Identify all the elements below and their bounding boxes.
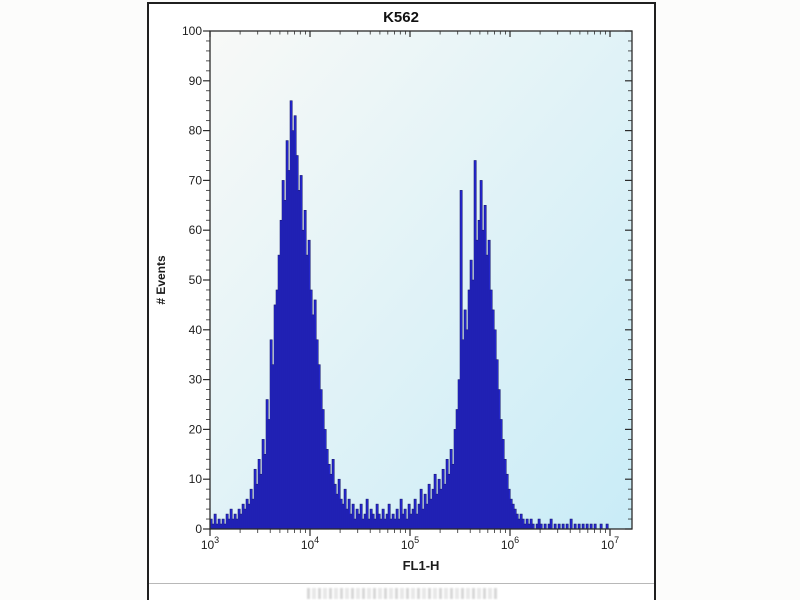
histogram-bin [581, 523, 585, 530]
histogram-bin [599, 523, 603, 530]
y-tick-label: 40 [189, 323, 203, 337]
y-tick-label: 100 [182, 24, 202, 38]
y-tick-label: 30 [189, 373, 203, 387]
histogram-bin [549, 518, 553, 530]
histogram-bin [577, 523, 581, 530]
histogram-bin [543, 523, 547, 530]
y-tick-label: 50 [189, 273, 203, 287]
y-tick-label: 90 [189, 74, 203, 88]
chart-generated-layer: 0 10 20 30 40 50 60 70 80 90 100 103 104 105 106 107 [182, 24, 633, 552]
y-axis-label: # Events [154, 255, 168, 305]
histogram-bin [531, 523, 535, 530]
histogram-bin [565, 523, 569, 530]
y-tick-label: 10 [189, 472, 203, 486]
watermark-illegible-text [307, 588, 499, 599]
y-tick-label: 20 [189, 422, 203, 436]
x-tick-label: 107 [601, 535, 619, 552]
x-axis-label: FL1-H [403, 558, 440, 573]
histogram-bin [605, 523, 609, 530]
histogram-bin [557, 523, 561, 530]
chart-panel: 0 10 20 30 40 50 60 70 80 90 100 103 104 105 106 107 K5… [147, 2, 656, 600]
histogram-bin [573, 523, 577, 530]
histogram-bin [593, 523, 597, 530]
y-tick-label: 80 [189, 124, 203, 138]
histogram-bin [539, 523, 543, 530]
histogram-bin [569, 518, 573, 530]
y-tick-label: 0 [195, 522, 202, 536]
flow-histogram-chart: 0 10 20 30 40 50 60 70 80 90 100 103 104 105 106 107 K5… [154, 9, 633, 573]
x-tick-label: 105 [401, 535, 419, 552]
histogram-bin [585, 523, 589, 530]
histogram-bin [553, 523, 557, 530]
tick-labels: 0 10 20 30 40 50 60 70 80 90 100 103 104 105 106 107 [182, 24, 619, 552]
x-tick-label: 106 [501, 535, 519, 552]
histogram-bin [561, 523, 565, 530]
panel-divider-line [149, 583, 654, 584]
x-tick-label: 103 [201, 535, 219, 552]
x-tick-label: 104 [301, 535, 319, 552]
chart-title: K562 [383, 9, 419, 26]
axis-ticks [203, 30, 632, 536]
y-tick-label: 60 [189, 223, 203, 237]
histogram-bin [589, 523, 593, 530]
y-tick-label: 70 [189, 173, 203, 187]
